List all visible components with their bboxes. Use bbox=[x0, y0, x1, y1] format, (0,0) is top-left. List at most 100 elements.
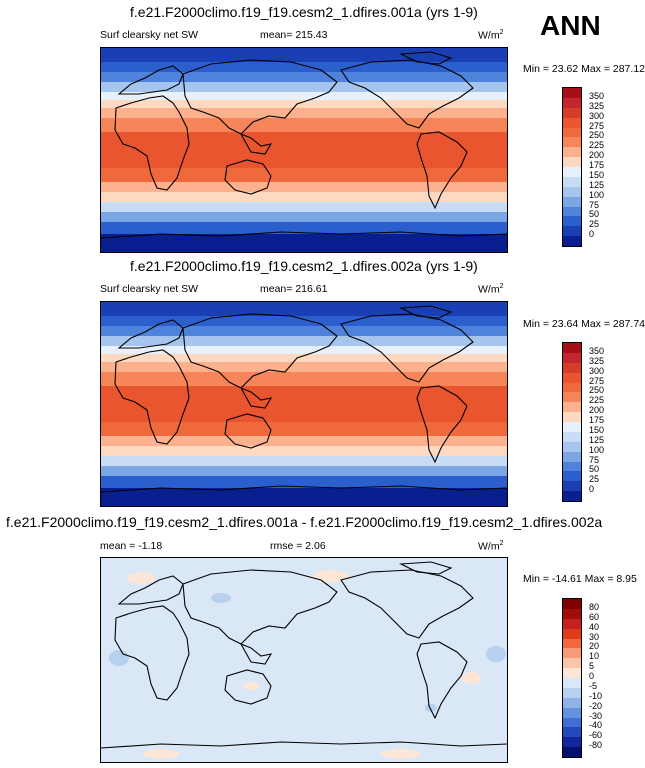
colorbar-tick-label: -80 bbox=[589, 740, 603, 751]
colorbar-swatch bbox=[563, 372, 581, 383]
colorbar-tick-label: 50 bbox=[589, 209, 600, 220]
colorbar-tick-label: 75 bbox=[589, 199, 600, 210]
colorbar-swatch bbox=[563, 608, 581, 619]
colorbar-tick-label: 175 bbox=[589, 415, 605, 425]
colorbar-swatch bbox=[563, 599, 581, 609]
colorbar-swatch bbox=[563, 727, 581, 738]
panel3-map bbox=[100, 557, 508, 763]
panel1-minmax: Min = 23.62 Max = 287.12 bbox=[523, 63, 645, 75]
colorbar-tick-label: 30 bbox=[589, 631, 600, 642]
panel3-minmax: Min = -14.61 Max = 8.95 bbox=[523, 573, 637, 585]
colorbar-tick-label: 275 bbox=[589, 120, 605, 131]
colorbar-tick-label: 350 bbox=[589, 90, 605, 101]
colorbar-tick-label: 250 bbox=[589, 130, 605, 141]
panel2-coastlines bbox=[101, 305, 507, 493]
colorbar-swatch bbox=[563, 97, 581, 108]
panel1-coastlines bbox=[101, 51, 507, 239]
colorbar-swatch bbox=[563, 236, 581, 246]
colorbar-swatch bbox=[563, 717, 581, 728]
colorbar-swatch bbox=[563, 678, 581, 688]
panel1-title: f.e21.F2000climo.f19_f19.cesm2_1.dfires.… bbox=[130, 4, 478, 20]
colorbar-swatch bbox=[563, 402, 581, 413]
colorbar-swatch bbox=[563, 107, 581, 118]
colorbar-swatch bbox=[563, 137, 581, 148]
colorbar-tick-label: 350 bbox=[589, 345, 605, 356]
colorbar-swatch bbox=[563, 658, 581, 669]
colorbar-tick-label: 325 bbox=[589, 100, 605, 111]
colorbar-tick-label: 325 bbox=[589, 355, 605, 366]
colorbar-swatch bbox=[563, 147, 581, 158]
colorbar-swatch bbox=[563, 362, 581, 373]
colorbar-swatch bbox=[563, 747, 581, 757]
panel3-colorbar bbox=[562, 598, 582, 758]
colorbar-tick-label: -20 bbox=[589, 700, 603, 711]
colorbar-tick-label: 50 bbox=[589, 464, 600, 475]
panel3-rmse-label: rmse = 2.06 bbox=[270, 540, 326, 552]
colorbar-tick-label: 0 bbox=[589, 229, 595, 240]
panel2-map bbox=[100, 301, 508, 507]
colorbar-swatch bbox=[563, 343, 581, 353]
colorbar-swatch bbox=[563, 638, 581, 649]
colorbar-tick-label: -30 bbox=[589, 710, 603, 721]
colorbar-tick-label: 80 bbox=[589, 601, 600, 612]
panel3-mean-label: mean = -1.18 bbox=[100, 540, 163, 552]
panel3-title: f.e21.F2000climo.f19_f19.cesm2_1.dfires.… bbox=[6, 514, 603, 530]
panel3-coastlines bbox=[101, 561, 507, 749]
colorbar-swatch bbox=[563, 451, 581, 462]
colorbar-tick-label: 125 bbox=[589, 434, 605, 445]
colorbar-swatch bbox=[563, 618, 581, 629]
colorbar-tick-label: 250 bbox=[589, 385, 605, 396]
colorbar-swatch bbox=[563, 471, 581, 482]
colorbar-swatch bbox=[563, 206, 581, 217]
colorbar-swatch bbox=[563, 382, 581, 393]
colorbar-tick-label: 75 bbox=[589, 454, 600, 465]
colorbar-tick-label: 25 bbox=[589, 474, 600, 485]
panel2-colorbar bbox=[562, 342, 582, 502]
colorbar-swatch bbox=[563, 481, 581, 492]
colorbar-tick-label: 175 bbox=[589, 160, 605, 170]
colorbar-swatch bbox=[563, 412, 581, 422]
colorbar-swatch bbox=[563, 186, 581, 197]
colorbar-swatch bbox=[563, 167, 581, 177]
colorbar-swatch bbox=[563, 687, 581, 698]
colorbar-tick-label: -10 bbox=[589, 690, 603, 701]
colorbar-tick-label: 0 bbox=[589, 484, 595, 495]
colorbar-tick-label: -60 bbox=[589, 730, 603, 741]
colorbar-swatch bbox=[563, 226, 581, 237]
colorbar-tick-label: -5 bbox=[589, 680, 598, 691]
colorbar-tick-label: 225 bbox=[589, 140, 605, 151]
colorbar-tick-label: 300 bbox=[589, 110, 605, 121]
colorbar-swatch bbox=[563, 461, 581, 472]
colorbar-swatch bbox=[563, 216, 581, 227]
panel1-mean-label: mean= 215.43 bbox=[260, 29, 328, 41]
colorbar-tick-label: 100 bbox=[589, 444, 605, 455]
colorbar-swatch bbox=[563, 441, 581, 452]
panel2-minmax: Min = 23.64 Max = 287.74 bbox=[523, 318, 645, 330]
colorbar-tick-label: -40 bbox=[589, 720, 603, 731]
colorbar-tick-label: 200 bbox=[589, 150, 605, 161]
colorbar-tick-label: 225 bbox=[589, 395, 605, 406]
colorbar-tick-label: 150 bbox=[589, 169, 605, 180]
colorbar-tick-label: 5 bbox=[589, 661, 595, 672]
colorbar-tick-label: 150 bbox=[589, 424, 605, 435]
panel2-mean-label: mean= 216.61 bbox=[260, 283, 328, 295]
panel2-units: W/m2 bbox=[478, 283, 504, 296]
panel2-title: f.e21.F2000climo.f19_f19.cesm2_1.dfires.… bbox=[130, 258, 478, 274]
panel1-colorbar bbox=[562, 87, 582, 247]
panel1-variable-label: Surf clearsky net SW bbox=[100, 29, 199, 41]
colorbar-swatch bbox=[563, 491, 581, 501]
colorbar-swatch bbox=[563, 628, 581, 639]
panel2-field-bands bbox=[101, 302, 507, 506]
colorbar-tick-label: 0 bbox=[589, 671, 595, 681]
season-label: ANN bbox=[540, 10, 601, 41]
colorbar-swatch bbox=[563, 737, 581, 748]
colorbar-swatch bbox=[563, 697, 581, 708]
colorbar-swatch bbox=[563, 352, 581, 363]
colorbar-swatch bbox=[563, 431, 581, 442]
colorbar-tick-label: 200 bbox=[589, 405, 605, 416]
colorbar-tick-label: 100 bbox=[589, 189, 605, 200]
panel3-background-field bbox=[101, 558, 507, 762]
colorbar-tick-label: 25 bbox=[589, 219, 600, 230]
colorbar-tick-label: 300 bbox=[589, 365, 605, 376]
panel3-anomaly-patches bbox=[109, 570, 506, 759]
